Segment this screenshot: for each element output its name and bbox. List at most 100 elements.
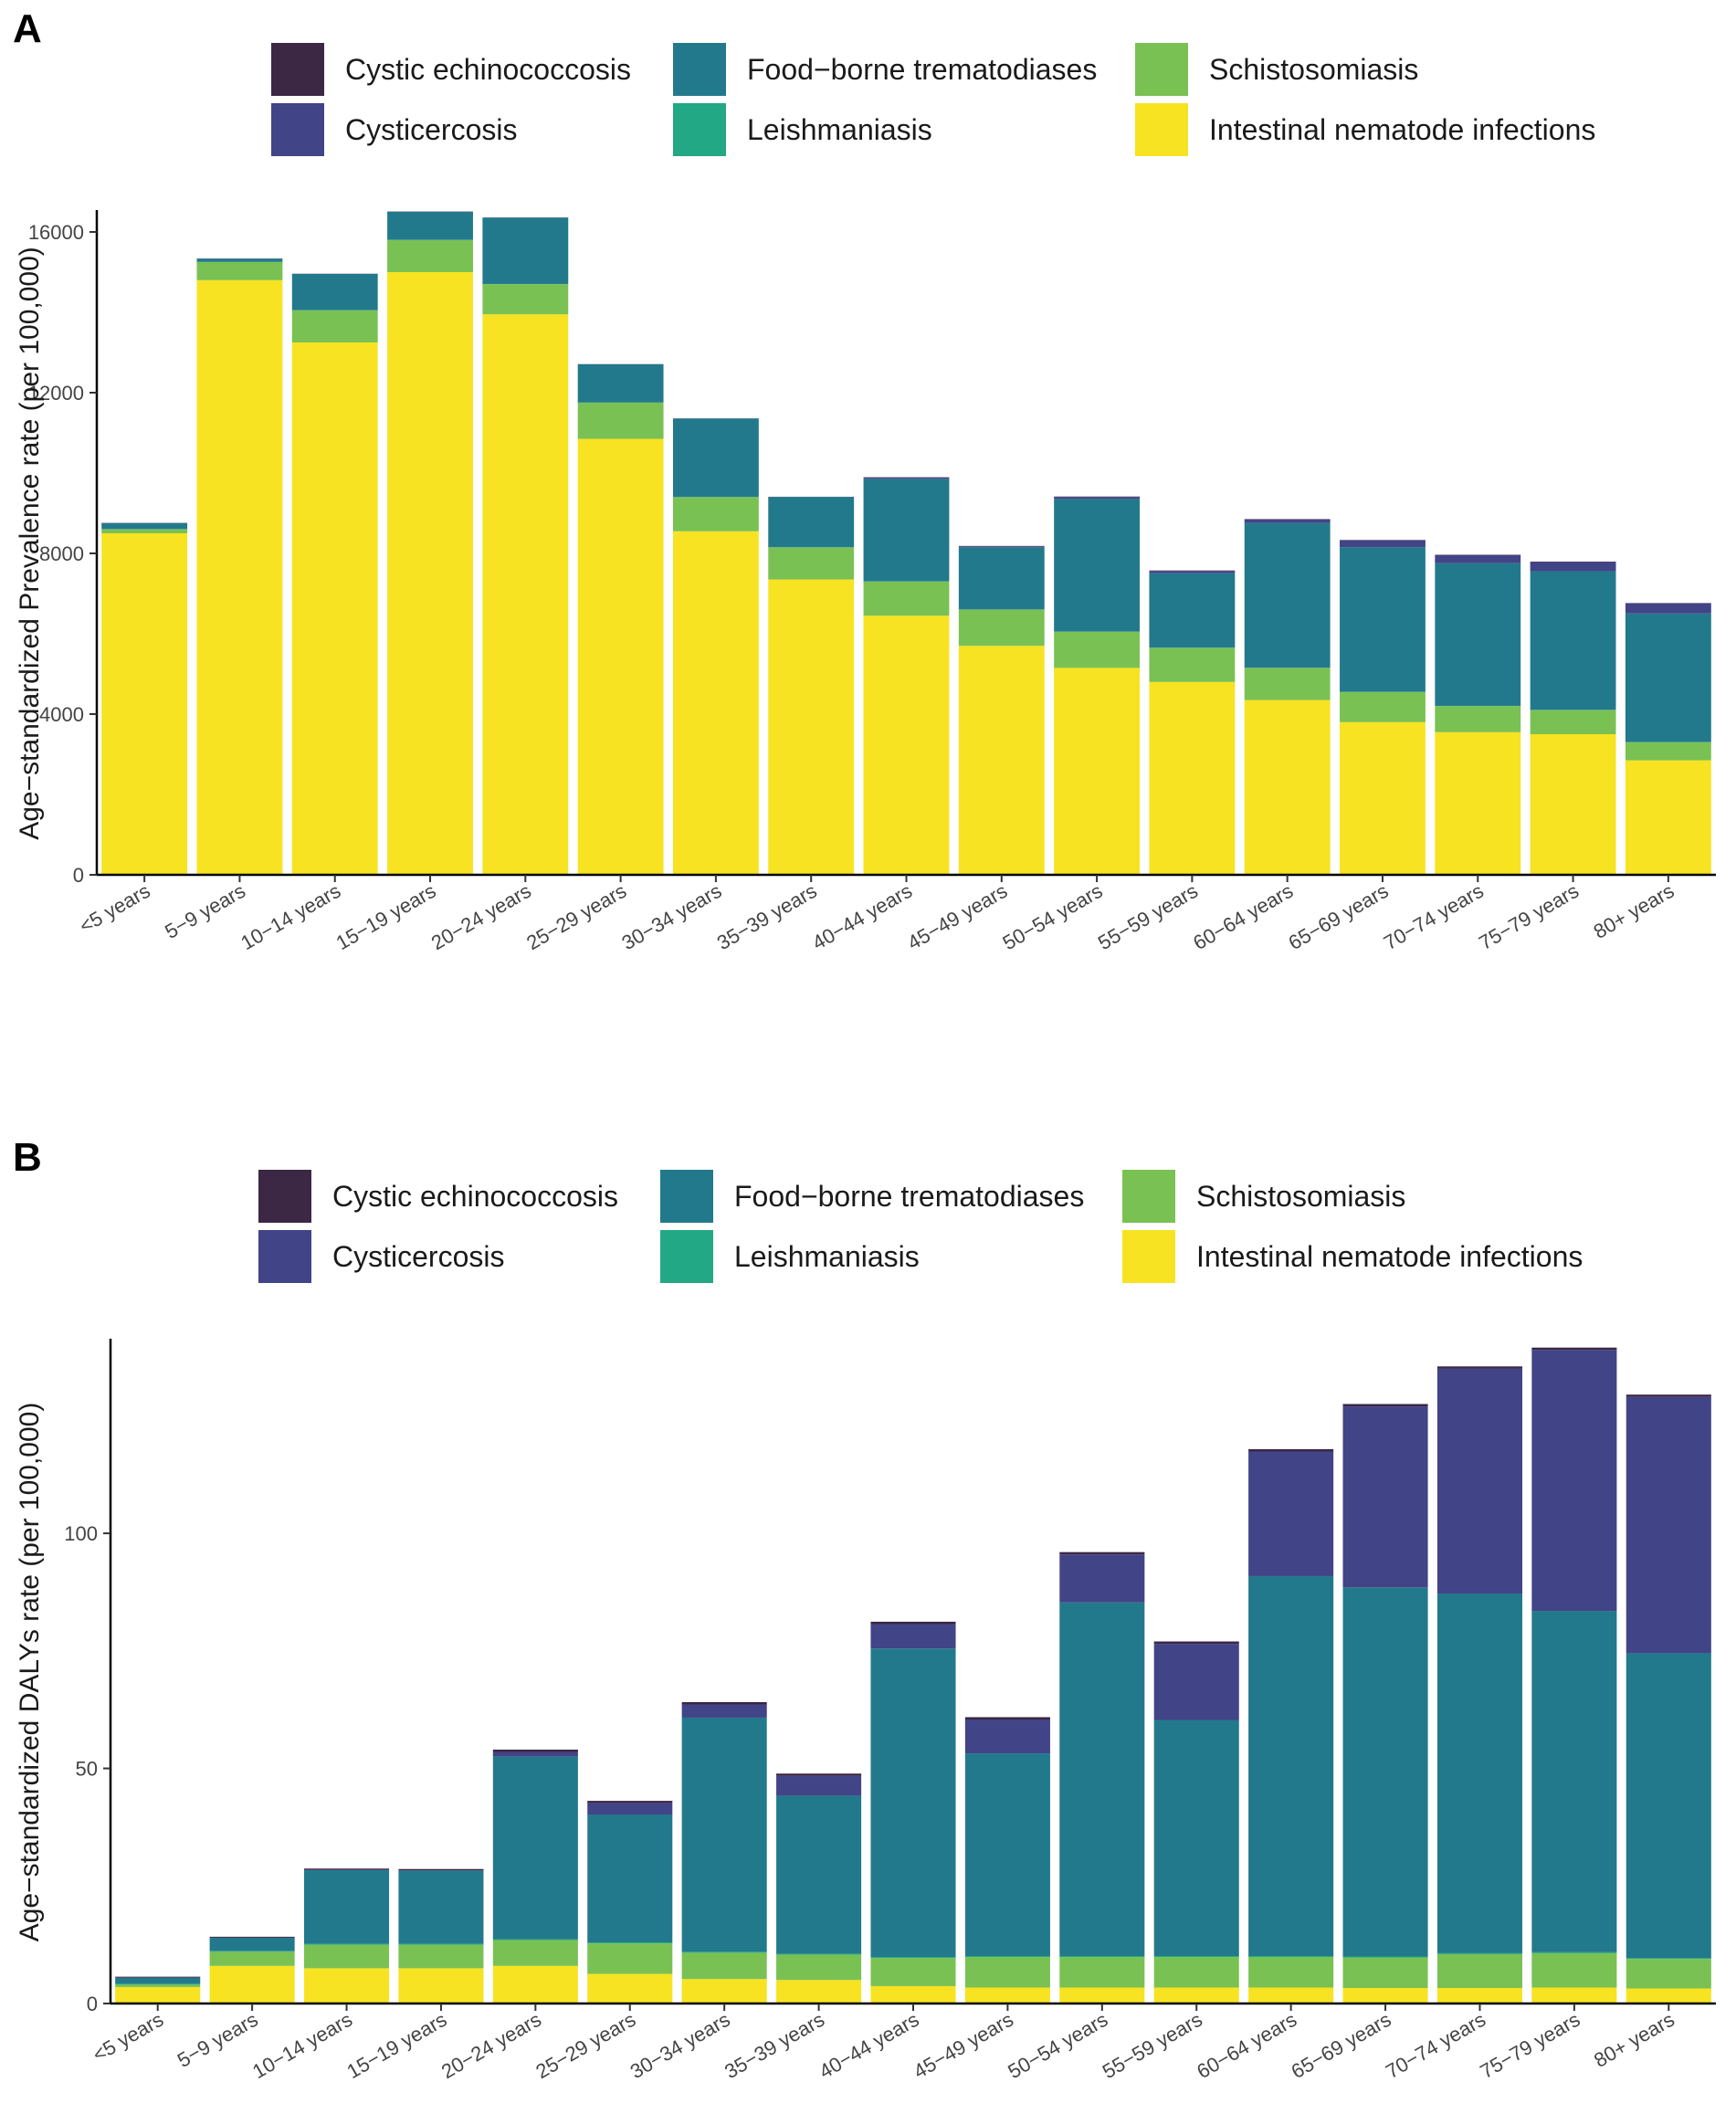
bar-intestinal-nematode-infections-50-54-years — [1054, 668, 1141, 875]
bar-intestinal-nematode-infections-80-years — [1626, 1988, 1711, 2004]
bar-schistosomiasis-75-79-years — [1530, 710, 1616, 734]
bar-cysticercosis-45-49-years — [964, 1720, 1050, 1754]
x-tick-label-20-24-years: 20−24 years — [437, 2008, 545, 2084]
bar-food-borne-trematodiases-10-14-years — [303, 1869, 390, 1944]
bar-cystic-echinococcosis-45-49-years — [964, 1717, 1050, 1720]
x-tick-label-60-64-years: 60−64 years — [1189, 879, 1297, 955]
legend-label-intestinal-nematode-infections: Intestinal nematode infections — [1209, 113, 1595, 146]
bar-food-borne-trematodiases-70-74-years — [1436, 1593, 1523, 1953]
bar-food-borne-trematodiases-60-64-years — [1244, 522, 1331, 668]
bar-cysticercosis-25-29-years — [587, 1803, 673, 1815]
bar-food-borne-trematodiases-15-19-years — [387, 211, 473, 240]
x-tick-label-40-44-years: 40−44 years — [815, 2008, 923, 2084]
bar-leishmaniasis-75-79-years — [1531, 1951, 1617, 1953]
legend-item-schistosomiasis: Schistosomiasis — [1133, 41, 1418, 98]
bar-cystic-echinococcosis-40-44-years — [870, 1621, 956, 1625]
bar-cystic-echinococcosis-70-74-years — [1436, 1366, 1523, 1369]
y-tick-label-4000: 4000 — [39, 703, 84, 726]
x-tick-label-5-years: <5 years — [76, 879, 154, 938]
bar-food-borne-trematodiases-20-24-years — [482, 217, 569, 284]
legend-item-cysticercosis: Cysticercosis — [257, 1228, 504, 1285]
legend-item-leishmaniasis: Leishmaniasis — [671, 101, 932, 158]
bar-intestinal-nematode-infections-40-44-years — [863, 615, 950, 875]
bar-leishmaniasis-10-14-years — [303, 1943, 390, 1945]
bar-cysticercosis-55-59-years — [1153, 1644, 1239, 1720]
bar-schistosomiasis-50-54-years — [1054, 631, 1141, 668]
bar-schistosomiasis-80-years — [1626, 1959, 1711, 1989]
bar-food-borne-trematodiases-30-34-years — [681, 1717, 767, 1952]
legend-label-leishmaniasis: Leishmaniasis — [747, 113, 932, 146]
bar-food-borne-trematodiases-50-54-years — [1054, 499, 1141, 632]
x-tick-label-70-74-years: 70−74 years — [1380, 879, 1488, 955]
x-tick-label-65-69-years: 65−69 years — [1288, 2008, 1395, 2084]
legend-label-schistosomiasis: Schistosomiasis — [1196, 1180, 1405, 1213]
x-tick-label-55-59-years: 55−59 years — [1094, 879, 1202, 955]
bar-leishmaniasis-60-64-years — [1248, 1956, 1334, 1958]
legend-label-cystic-echinococcosis: Cystic echinococcosis — [345, 53, 631, 86]
x-tick-label-45-49-years: 45−49 years — [910, 2008, 1017, 2084]
panel-a: A Cystic echinococcosis Cysticercosis Food… — [13, 6, 1716, 954]
bar-cysticercosis-30-34-years — [681, 1704, 767, 1718]
bar-schistosomiasis-65-69-years — [1342, 1957, 1428, 1989]
x-tick-label-55-59-years: 55−59 years — [1099, 2008, 1206, 2084]
bar-intestinal-nematode-infections-65-69-years — [1342, 1988, 1428, 2004]
bar-cystic-echinococcosis-5-9-years — [209, 1936, 295, 1938]
y-tick-label-8000: 8000 — [39, 542, 84, 565]
bar-schistosomiasis-60-64-years — [1244, 668, 1331, 700]
bar-cysticercosis-70-74-years — [1435, 554, 1521, 563]
bar-schistosomiasis-65-69-years — [1340, 691, 1426, 722]
x-tick-label-50-54-years: 50−54 years — [999, 879, 1107, 955]
y-tick-label-50: 50 — [76, 1758, 98, 1781]
x-tick-label-75-79-years: 75−79 years — [1476, 2008, 1583, 2084]
legend-a: Cystic echinococcosis Cysticercosis Food−b… — [269, 41, 1595, 158]
y-tick-label-12000: 12000 — [28, 382, 84, 405]
bar-intestinal-nematode-infections-80-years — [1625, 760, 1711, 875]
bar-food-borne-trematodiases-40-44-years — [863, 479, 950, 582]
bar-intestinal-nematode-infections-25-29-years — [587, 1973, 673, 2004]
bar-cystic-echinococcosis-10-14-years — [303, 1868, 390, 1870]
bar-food-borne-trematodiases-40-44-years — [870, 1648, 956, 1958]
x-tick-label-65-69-years: 65−69 years — [1285, 879, 1393, 955]
x-tick-label-60-64-years: 60−64 years — [1193, 2008, 1300, 2084]
bar-schistosomiasis-35-39-years — [776, 1954, 862, 1981]
bar-schistosomiasis-55-59-years — [1149, 647, 1236, 682]
bar-schistosomiasis-30-34-years — [681, 1952, 767, 1980]
bar-cysticercosis-35-39-years — [776, 1775, 862, 1796]
bar-intestinal-nematode-infections-35-39-years — [776, 1980, 862, 2004]
bar-intestinal-nematode-infections-25-29-years — [577, 438, 664, 875]
x-tick-label-35-39-years: 35−39 years — [713, 879, 821, 955]
legend-label-cysticercosis: Cysticercosis — [332, 1240, 504, 1273]
bar-schistosomiasis-70-74-years — [1435, 706, 1521, 732]
bar-leishmaniasis-20-24-years — [492, 1939, 578, 1940]
legend-item-food-borne-trematodiases: Food−borne trematodiases — [658, 1168, 1084, 1225]
bar-leishmaniasis-65-69-years — [1342, 1956, 1428, 1958]
bar-schistosomiasis-50-54-years — [1059, 1957, 1145, 1988]
bar-schistosomiasis-60-64-years — [1248, 1957, 1334, 1988]
bar-intestinal-nematode-infections-70-74-years — [1435, 731, 1521, 875]
x-tick-label-70-74-years: 70−74 years — [1382, 2008, 1489, 2084]
x-tick-label-50-54-years: 50−54 years — [1004, 2008, 1111, 2084]
bar-schistosomiasis-80-years — [1625, 741, 1711, 761]
legend-key-cystic-echinococcosis — [257, 1168, 313, 1225]
bar-food-borne-trematodiases-35-39-years — [776, 1795, 862, 1954]
bar-schistosomiasis-25-29-years — [577, 403, 664, 439]
bar-intestinal-nematode-infections-70-74-years — [1436, 1988, 1523, 2004]
bar-cysticercosis-75-79-years — [1530, 562, 1616, 572]
legend-label-schistosomiasis: Schistosomiasis — [1209, 53, 1418, 86]
bar-intestinal-nematode-infections-15-19-years — [387, 272, 473, 875]
bar-cysticercosis-75-79-years — [1531, 1350, 1617, 1612]
bar-cystic-echinococcosis-30-34-years — [681, 1701, 767, 1705]
bar-cysticercosis-20-24-years — [492, 1751, 578, 1757]
bar-cystic-echinococcosis-80-years — [1626, 1394, 1711, 1397]
legend-label-intestinal-nematode-infections: Intestinal nematode infections — [1196, 1240, 1583, 1273]
bar-food-borne-trematodiases-80-years — [1625, 613, 1711, 742]
bar-intestinal-nematode-infections-10-14-years — [303, 1968, 390, 2004]
bar-cysticercosis-70-74-years — [1436, 1368, 1523, 1594]
bar-leishmaniasis-5-years — [115, 1983, 201, 1985]
bar-intestinal-nematode-infections-30-34-years — [681, 1979, 767, 2004]
bar-food-borne-trematodiases-35-39-years — [768, 497, 855, 548]
bar-cystic-echinococcosis-15-19-years — [398, 1868, 484, 1871]
x-tick-label-10-14-years: 10−14 years — [237, 879, 344, 955]
bar-intestinal-nematode-infections-75-79-years — [1530, 734, 1616, 875]
